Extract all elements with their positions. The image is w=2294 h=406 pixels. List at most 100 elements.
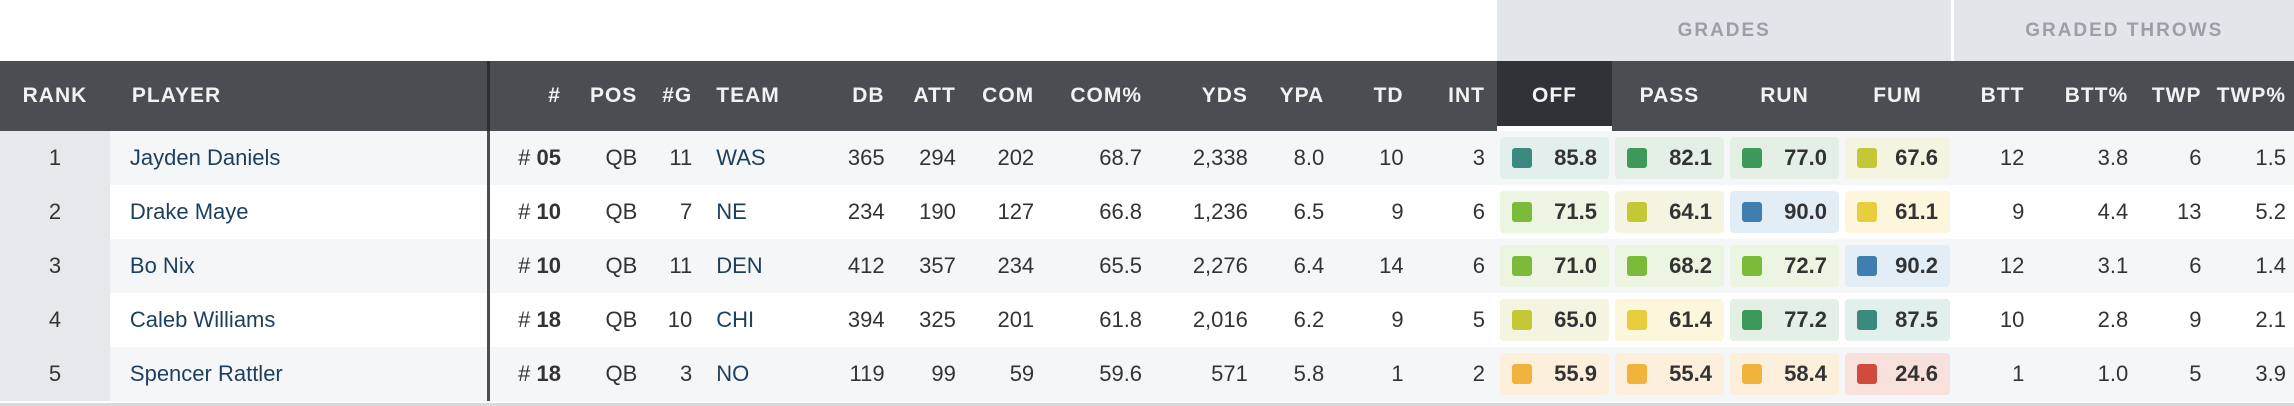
jersey-number-cell: # 10 [486, 185, 573, 239]
rank-cell: 4 [0, 293, 110, 347]
pass-grade-value: 68.2 [1669, 253, 1712, 278]
com-pct-cell: 66.8 [1046, 185, 1155, 239]
pass-grade-cell: 61.4 [1611, 293, 1727, 347]
btt-pct-cell: 3.8 [2036, 131, 2141, 185]
player-name-link[interactable]: Spencer Rattler [109, 347, 489, 401]
twp-pct-cell: 1.4 [2213, 239, 2294, 293]
jersey-number: 10 [536, 199, 561, 224]
header-twp[interactable]: TWP [2140, 61, 2214, 131]
team-link[interactable]: NE [704, 185, 810, 239]
team-link[interactable]: CHI [704, 293, 810, 347]
com-cell: 201 [967, 293, 1047, 347]
db-cell: 365 [809, 131, 897, 185]
jersey-number: 18 [536, 307, 561, 332]
header-player[interactable]: PLAYER [109, 61, 489, 131]
header-btt[interactable]: BTT [1952, 61, 2037, 131]
table-row: 5 Spencer Rattler # 18 QB 3 NO 119 99 59… [0, 347, 2294, 401]
off-grade-cell: 55.9 [1496, 347, 1612, 401]
pass-grade-value: 82.1 [1669, 145, 1712, 170]
twp-cell: 6 [2140, 131, 2214, 185]
pass-grade-badge: 61.4 [1614, 299, 1724, 341]
header-btt-pct[interactable]: BTT% [2036, 61, 2141, 131]
att-cell: 190 [896, 185, 968, 239]
grade-color-swatch [1511, 364, 1532, 384]
player-name-link[interactable]: Bo Nix [109, 239, 489, 293]
grade-color-swatch [1856, 256, 1877, 276]
table-bottom-border [0, 403, 2294, 406]
player-name-link[interactable]: Jayden Daniels [109, 131, 489, 185]
games-cell: 10 [649, 293, 705, 347]
jersey-number: 05 [536, 145, 561, 170]
com-cell: 202 [967, 131, 1047, 185]
ypa-cell: 5.8 [1259, 347, 1337, 401]
rank-cell: 2 [0, 185, 110, 239]
run-grade-cell: 90.0 [1726, 185, 1842, 239]
pass-grade-badge: 82.1 [1614, 137, 1724, 179]
twp-pct-cell: 2.1 [2213, 293, 2294, 347]
jersey-number: 18 [536, 361, 561, 386]
team-link[interactable]: DEN [704, 239, 810, 293]
player-name-link[interactable]: Caleb Williams [109, 293, 489, 347]
off-grade-cell: 85.8 [1496, 131, 1612, 185]
grade-color-swatch [1626, 364, 1647, 384]
fum-grade-value: 24.6 [1895, 361, 1938, 386]
team-link[interactable]: WAS [704, 131, 810, 185]
fum-grade-value: 90.2 [1895, 253, 1938, 278]
games-cell: 11 [649, 131, 705, 185]
pass-grade-cell: 82.1 [1611, 131, 1727, 185]
header-yds[interactable]: YDS [1154, 61, 1260, 131]
grade-color-swatch [1856, 364, 1877, 384]
fum-grade-cell: 90.2 [1841, 239, 1953, 293]
grade-color-swatch [1626, 202, 1647, 222]
grade-color-swatch [1626, 256, 1647, 276]
header-int[interactable]: INT [1415, 61, 1497, 131]
header-td[interactable]: TD [1336, 61, 1416, 131]
run-grade-badge: 77.0 [1729, 137, 1839, 179]
header-att[interactable]: ATT [896, 61, 968, 131]
run-grade-cell: 72.7 [1726, 239, 1842, 293]
header-pos[interactable]: POS [572, 61, 650, 131]
off-grade-badge: 55.9 [1499, 353, 1609, 395]
fum-grade-badge: 61.1 [1844, 191, 1950, 233]
jersey-hash: # [518, 253, 531, 278]
off-grade-badge: 71.0 [1499, 245, 1609, 287]
header-db[interactable]: DB [809, 61, 897, 131]
twp-cell: 13 [2140, 185, 2214, 239]
db-cell: 412 [809, 239, 897, 293]
header-games[interactable]: #G [649, 61, 705, 131]
jersey-number-cell: # 10 [486, 239, 573, 293]
header-pass-grade[interactable]: PASS [1611, 61, 1727, 131]
fum-grade-value: 61.1 [1895, 199, 1938, 224]
header-team[interactable]: TEAM [704, 61, 810, 131]
td-cell: 10 [1336, 131, 1416, 185]
grade-color-swatch [1511, 310, 1532, 330]
header-jersey-number[interactable]: # [486, 61, 573, 131]
header-twp-pct[interactable]: TWP% [2213, 61, 2294, 131]
grade-color-swatch [1741, 202, 1762, 222]
header-com[interactable]: COM [967, 61, 1047, 131]
grade-color-swatch [1626, 310, 1647, 330]
off-grade-badge: 65.0 [1499, 299, 1609, 341]
fum-grade-badge: 90.2 [1844, 245, 1950, 287]
pos-cell: QB [572, 185, 650, 239]
header-fum-grade[interactable]: FUM [1841, 61, 1953, 131]
off-grade-value: 71.0 [1554, 253, 1597, 278]
int-cell: 2 [1415, 347, 1497, 401]
com-cell: 59 [967, 347, 1047, 401]
header-rank[interactable]: RANK [0, 61, 110, 131]
header-off-grade[interactable]: OFF [1496, 61, 1612, 131]
int-cell: 3 [1415, 131, 1497, 185]
btt-pct-cell: 2.8 [2036, 293, 2141, 347]
yds-cell: 1,236 [1154, 185, 1260, 239]
run-grade-badge: 72.7 [1729, 245, 1839, 287]
player-name-link[interactable]: Drake Maye [109, 185, 489, 239]
header-com-pct[interactable]: COM% [1046, 61, 1155, 131]
pos-cell: QB [572, 293, 650, 347]
header-ypa[interactable]: YPA [1259, 61, 1337, 131]
pos-cell: QB [572, 347, 650, 401]
header-run-grade[interactable]: RUN [1726, 61, 1842, 131]
team-link[interactable]: NO [704, 347, 810, 401]
grade-color-swatch [1741, 148, 1762, 168]
int-cell: 5 [1415, 293, 1497, 347]
